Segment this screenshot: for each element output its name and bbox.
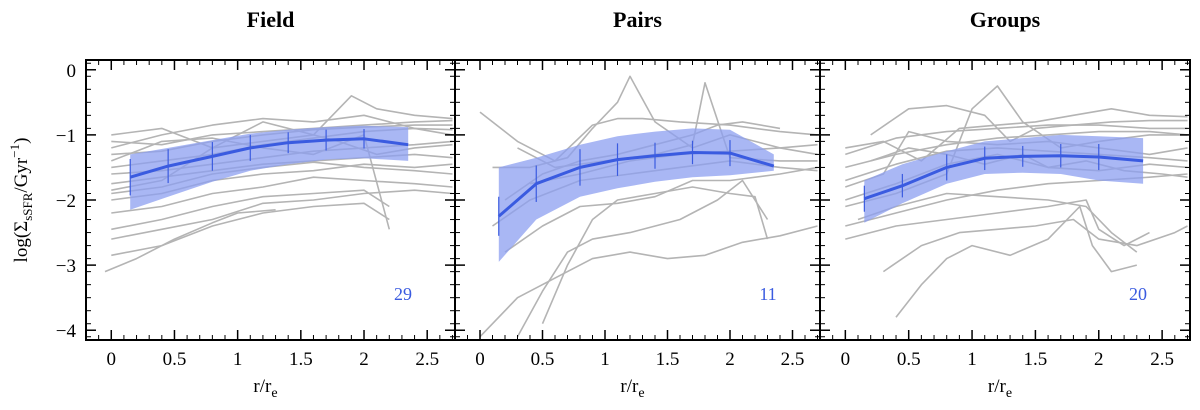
y-axis-label-sub: sSFR bbox=[20, 192, 35, 221]
individual-profile-9 bbox=[111, 189, 390, 231]
x-tick-label: 2 bbox=[359, 349, 369, 370]
individual-profile-14 bbox=[111, 114, 453, 149]
individual-profile-7 bbox=[516, 179, 769, 338]
individual-profile-12 bbox=[104, 209, 276, 273]
x-axis-label-sub: e bbox=[638, 386, 644, 401]
panel-title: Pairs bbox=[613, 7, 662, 32]
x-tick-label: 1 bbox=[233, 349, 243, 370]
x-axis-label: r/re bbox=[253, 376, 277, 401]
x-tick-label: 0 bbox=[475, 349, 485, 370]
y-tick-label: −4 bbox=[56, 321, 77, 342]
plot-area bbox=[104, 95, 453, 273]
y-tick-label: −2 bbox=[56, 191, 76, 212]
x-tick-label: 1 bbox=[600, 349, 610, 370]
plot-area bbox=[479, 75, 818, 338]
individual-profile-8 bbox=[111, 176, 453, 214]
panel-title: Field bbox=[247, 7, 295, 32]
x-tick-label: 2 bbox=[725, 349, 735, 370]
y-tick-label: −3 bbox=[56, 256, 76, 277]
x-tick-label: 1.5 bbox=[1024, 349, 1048, 370]
x-axis-label-sub: e bbox=[1006, 386, 1012, 401]
x-tick-label: 0 bbox=[841, 349, 851, 370]
mean-profile-line bbox=[863, 154, 1144, 201]
x-tick-label: 2 bbox=[1094, 349, 1104, 370]
x-tick-label: 2.5 bbox=[415, 349, 439, 370]
y-axis-label-exp: −1 bbox=[7, 144, 22, 158]
x-tick-label: 0.5 bbox=[897, 349, 921, 370]
x-tick-label: 2.5 bbox=[1150, 349, 1174, 370]
y-axis-label-main: log(Σ bbox=[11, 221, 32, 263]
individual-profile-1 bbox=[479, 111, 818, 162]
individual-profile-8 bbox=[479, 225, 818, 338]
x-tick-label: 0.5 bbox=[531, 349, 555, 370]
x-tick-label: 1.5 bbox=[289, 349, 313, 370]
galaxy-count-label: 20 bbox=[1129, 284, 1147, 304]
y-axis-label: log(ΣsSFR/Gyr−1) bbox=[7, 138, 35, 263]
individual-profile-7 bbox=[857, 192, 1138, 253]
x-tick-label: 2.5 bbox=[781, 349, 805, 370]
x-tick-label: 1 bbox=[967, 349, 977, 370]
y-tick-label: −1 bbox=[56, 126, 76, 147]
x-axis-label: r/re bbox=[620, 376, 644, 401]
x-axis-label-main: r/r bbox=[253, 376, 272, 397]
scatter-band bbox=[498, 128, 774, 262]
x-axis-label-main: r/r bbox=[988, 376, 1007, 397]
individual-profile-1 bbox=[845, 124, 1188, 156]
mean-profile-line bbox=[497, 151, 775, 218]
galaxy-count-label: 29 bbox=[394, 284, 412, 304]
x-tick-label: 0 bbox=[107, 349, 117, 370]
individual-profile-9 bbox=[882, 218, 1188, 273]
panel-field: 0 0.5 1 1.5 2 2.5 0 −1 −2 −3 −4 Field 29 r/re bbox=[56, 7, 456, 401]
individual-profile-5 bbox=[870, 104, 1188, 143]
x-axis-label-sub: e bbox=[271, 386, 277, 401]
individual-profile-11 bbox=[111, 202, 390, 257]
y-axis-label-close: ) bbox=[11, 138, 32, 144]
plot-area bbox=[845, 85, 1188, 318]
panel-pairs: 0 0.5 1 1.5 2 2.5 Pairs 11 r/re bbox=[454, 7, 821, 401]
panel-groups: 0 0.5 1 1.5 2 2.5 Groups 20 r/re bbox=[819, 7, 1191, 401]
x-axis-label: r/re bbox=[988, 376, 1012, 401]
individual-profile-10 bbox=[111, 189, 453, 240]
x-axis-label-main: r/r bbox=[620, 376, 639, 397]
individual-profile-8 bbox=[845, 199, 1150, 247]
galaxy-count-label: 11 bbox=[759, 284, 776, 304]
y-axis-label-unit: /Gyr bbox=[11, 157, 32, 193]
y-tick-label: 0 bbox=[67, 61, 77, 82]
individual-profile-14 bbox=[845, 108, 1188, 162]
individual-profile-10 bbox=[895, 205, 1137, 318]
individual-profile-10 bbox=[504, 166, 818, 253]
x-tick-label: 0.5 bbox=[163, 349, 187, 370]
panel-title: Groups bbox=[970, 7, 1041, 32]
mean-profile-line bbox=[129, 137, 409, 179]
individual-profile-6 bbox=[541, 186, 769, 325]
scatter-band bbox=[130, 125, 409, 210]
x-tick-label: 1.5 bbox=[656, 349, 680, 370]
